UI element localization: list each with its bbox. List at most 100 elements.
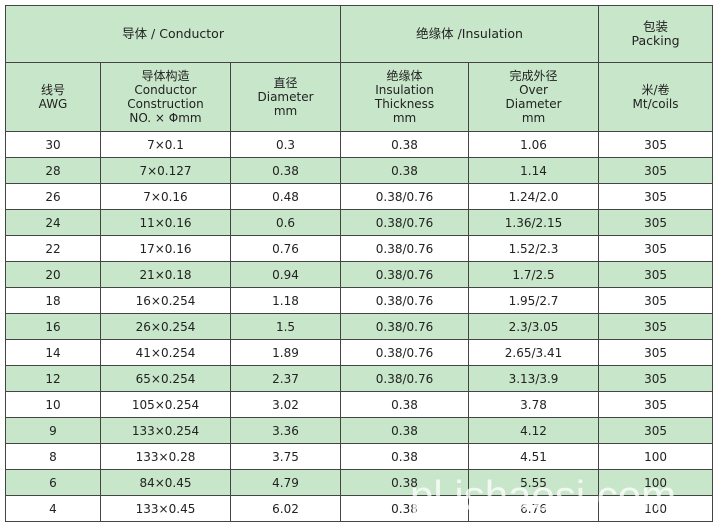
data-row: 20 21×0.18 0.94 0.38/0.76 1.7/2.5 305 bbox=[5, 261, 714, 288]
cell: 305 bbox=[598, 417, 714, 444]
cell: 4 bbox=[5, 495, 101, 522]
cell: 3.13/3.9 bbox=[468, 365, 600, 392]
cell: 16 bbox=[5, 313, 101, 340]
cell: 10 bbox=[5, 391, 101, 418]
cell: 16×0.254 bbox=[100, 287, 231, 314]
cell: 133×0.45 bbox=[100, 495, 231, 522]
cell: 0.38 bbox=[340, 157, 470, 184]
header-line: 直径 bbox=[273, 76, 298, 90]
header-line: AWG bbox=[38, 97, 68, 111]
cell: 30 bbox=[5, 131, 101, 158]
cell: 0.38 bbox=[340, 417, 470, 444]
cell: 0.38/0.76 bbox=[340, 287, 470, 314]
table-container: 导体 / Conductor 绝缘体 /Insulation 包装 Packing 线号… bbox=[4, 5, 714, 522]
cell: 1.7/2.5 bbox=[468, 261, 600, 288]
header-line: 导体 / Conductor bbox=[122, 26, 224, 41]
data-row: 24 11×0.16 0.6 0.38/0.76 1.36/2.15 305 bbox=[5, 209, 714, 236]
cell: 100 bbox=[598, 495, 714, 522]
cell: 305 bbox=[598, 313, 714, 340]
cell: 24 bbox=[5, 209, 101, 236]
column-header: 线号 AWG bbox=[5, 62, 101, 132]
cell: 0.38 bbox=[229, 157, 342, 184]
cell: 0.76 bbox=[229, 235, 342, 262]
column-header: 完成外径 Over Diameter mm bbox=[468, 62, 600, 132]
cell: 0.3 bbox=[229, 131, 342, 158]
group-header: 包装 Packing bbox=[598, 5, 714, 63]
header-line: Diameter bbox=[505, 97, 562, 111]
cell: 12 bbox=[5, 365, 101, 392]
cell: 84×0.45 bbox=[100, 469, 231, 496]
cell: 1.36/2.15 bbox=[468, 209, 600, 236]
data-row: 28 7×0.127 0.38 0.38 1.14 305 bbox=[5, 157, 714, 184]
cell: 28 bbox=[5, 157, 101, 184]
cell: 41×0.254 bbox=[100, 339, 231, 366]
cell: 3.78 bbox=[468, 391, 600, 418]
data-row: 4 133×0.45 6.02 0.38 6.76 100 bbox=[5, 495, 714, 522]
header-line: Over bbox=[519, 83, 548, 97]
cell: 6.76 bbox=[468, 495, 600, 522]
cell: 133×0.28 bbox=[100, 443, 231, 470]
cell: 26 bbox=[5, 183, 101, 210]
cell: 1.89 bbox=[229, 339, 342, 366]
cell: 0.38/0.76 bbox=[340, 313, 470, 340]
cell: 2.37 bbox=[229, 365, 342, 392]
header-line: NO. × Φmm bbox=[129, 111, 202, 125]
cell: 0.38/0.76 bbox=[340, 339, 470, 366]
data-row: 22 17×0.16 0.76 0.38/0.76 1.52/2.3 305 bbox=[5, 235, 714, 262]
cell: 1.18 bbox=[229, 287, 342, 314]
cell: 1.06 bbox=[468, 131, 600, 158]
cell: 7×0.127 bbox=[100, 157, 231, 184]
cell: 305 bbox=[598, 131, 714, 158]
cell: 3.36 bbox=[229, 417, 342, 444]
cell: 6.02 bbox=[229, 495, 342, 522]
header-line: 完成外径 bbox=[509, 69, 558, 83]
cell: 305 bbox=[598, 209, 714, 236]
cell: 6 bbox=[5, 469, 101, 496]
column-header: 绝缘体 Insulation Thickness mm bbox=[340, 62, 470, 132]
header-line: mm bbox=[392, 111, 417, 125]
cell: 11×0.16 bbox=[100, 209, 231, 236]
data-row: 18 16×0.254 1.18 0.38/0.76 1.95/2.7 305 bbox=[5, 287, 714, 314]
cell: 0.38 bbox=[340, 131, 470, 158]
header-line: 绝缘体 bbox=[386, 69, 423, 83]
cell: 65×0.254 bbox=[100, 365, 231, 392]
cell: 305 bbox=[598, 157, 714, 184]
header-line: Thickness bbox=[374, 97, 435, 111]
cell: 9 bbox=[5, 417, 101, 444]
cell: 1.14 bbox=[468, 157, 600, 184]
header-line: 米/卷 bbox=[641, 83, 670, 97]
data-row: 30 7×0.1 0.3 0.38 1.06 305 bbox=[5, 131, 714, 158]
cell: 22 bbox=[5, 235, 101, 262]
cell: 21×0.18 bbox=[100, 261, 231, 288]
cell: 105×0.254 bbox=[100, 391, 231, 418]
cell: 1.5 bbox=[229, 313, 342, 340]
cell: 305 bbox=[598, 235, 714, 262]
cell: 20 bbox=[5, 261, 101, 288]
data-row: 14 41×0.254 1.89 0.38/0.76 2.65/3.41 305 bbox=[5, 339, 714, 366]
cell: 17×0.16 bbox=[100, 235, 231, 262]
cell: 3.02 bbox=[229, 391, 342, 418]
data-row: 6 84×0.45 4.79 0.38 5.55 100 bbox=[5, 469, 714, 496]
cell: 8 bbox=[5, 443, 101, 470]
cell: 0.6 bbox=[229, 209, 342, 236]
spec-table: 导体 / Conductor 绝缘体 /Insulation 包装 Packing 线号… bbox=[4, 5, 714, 522]
cell: 5.55 bbox=[468, 469, 600, 496]
cell: 305 bbox=[598, 391, 714, 418]
header-line: Mt/coils bbox=[632, 97, 679, 111]
cell: 4.79 bbox=[229, 469, 342, 496]
column-header: 导体构造 Conductor Construction NO. × Φmm bbox=[100, 62, 231, 132]
cell: 0.38/0.76 bbox=[340, 235, 470, 262]
data-row: 10 105×0.254 3.02 0.38 3.78 305 bbox=[5, 391, 714, 418]
cell: 305 bbox=[598, 287, 714, 314]
cell: 2.65/3.41 bbox=[468, 339, 600, 366]
header-line: Conductor bbox=[134, 83, 197, 97]
header-line: Insulation bbox=[375, 83, 434, 97]
header-line: 包装 bbox=[643, 19, 669, 34]
cell: 4.12 bbox=[468, 417, 600, 444]
column-header-row: 线号 AWG 导体构造 Conductor Construction NO. × Φmm 直… bbox=[5, 62, 714, 132]
cell: 0.38 bbox=[340, 469, 470, 496]
header-line: 线号 bbox=[40, 83, 65, 97]
cell: 0.38/0.76 bbox=[340, 183, 470, 210]
header-line: 导体构造 bbox=[141, 69, 190, 83]
header-line: 绝缘体 /Insulation bbox=[416, 26, 523, 41]
